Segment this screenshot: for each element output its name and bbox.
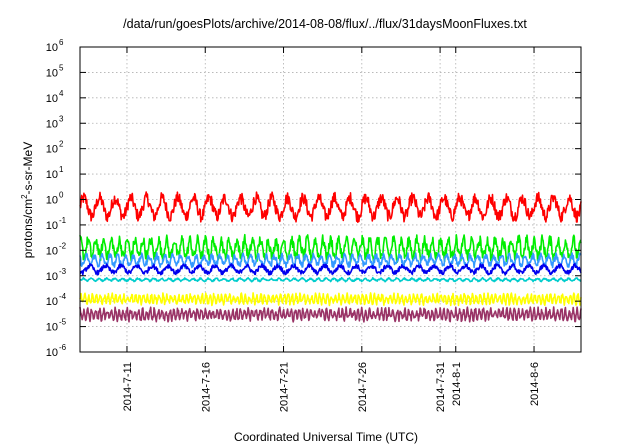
- x-tick-label: 2014-7-21: [279, 362, 291, 412]
- x-tick-label: 2014-7-31: [435, 362, 447, 412]
- x-tick-label: 2014-8-6: [529, 362, 541, 406]
- x-axis-label: Coordinated Universal Time (UTC): [234, 430, 418, 444]
- series-line: [79, 292, 582, 307]
- y-axis: 10 -610 -510 -410 -310 -210 -110 010 110 210 310 41…: [46, 38, 581, 359]
- series-line: [79, 252, 582, 269]
- y-tick-exponent: -3: [59, 267, 67, 276]
- y-tick-exponent: -5: [59, 318, 67, 327]
- y-tick-label: 10: [46, 195, 58, 207]
- y-tick-label: 10: [46, 296, 58, 308]
- series-line: [79, 262, 582, 276]
- y-tick-exponent: 0: [59, 191, 64, 200]
- y-tick-label: 10: [46, 42, 58, 54]
- y-tick-label: 10: [46, 67, 58, 79]
- y-tick-exponent: -4: [59, 292, 67, 301]
- y-tick-exponent: -6: [59, 343, 67, 352]
- y-tick-exponent: 3: [59, 114, 64, 123]
- y-tick-exponent: 1: [59, 165, 64, 174]
- y-tick-exponent: -2: [59, 241, 67, 250]
- series-line: [79, 233, 582, 263]
- y-tick-label: 10: [46, 169, 58, 181]
- y-tick-exponent: 6: [59, 38, 64, 47]
- y-tick-exponent: 5: [59, 63, 64, 72]
- y-tick-label: 10: [46, 347, 58, 359]
- y-tick-label: 10: [46, 118, 58, 130]
- y-tick-exponent: 2: [59, 140, 64, 149]
- series-group: [79, 191, 582, 323]
- series-line: [79, 306, 582, 323]
- chart-title: /data/run/goesPlots/archive/2014-08-08/f…: [123, 17, 527, 31]
- y-tick-label: 10: [46, 271, 58, 283]
- x-tick-label: 2014-7-16: [200, 362, 212, 412]
- x-tick-label: 2014-7-11: [122, 362, 134, 411]
- y-tick-label: 10: [46, 245, 58, 257]
- y-axis-label: protons/cm2-s-sr-MeV: [20, 142, 35, 258]
- y-tick-label: 10: [46, 322, 58, 334]
- y-tick-exponent: 4: [59, 89, 64, 98]
- y-tick-label: 10: [46, 144, 58, 156]
- x-tick-label: 2014-8-1: [451, 362, 463, 406]
- y-tick-exponent: -1: [59, 216, 67, 225]
- series-line: [79, 276, 582, 283]
- y-tick-label: 10: [46, 93, 58, 105]
- x-tick-label: 2014-7-26: [357, 362, 369, 412]
- x-axis: 2014-7-11 2014-7-16 2014-7-21 2014-7-26 2014…: [122, 47, 541, 412]
- y-tick-label: 10: [46, 220, 58, 232]
- series-line: [79, 191, 582, 223]
